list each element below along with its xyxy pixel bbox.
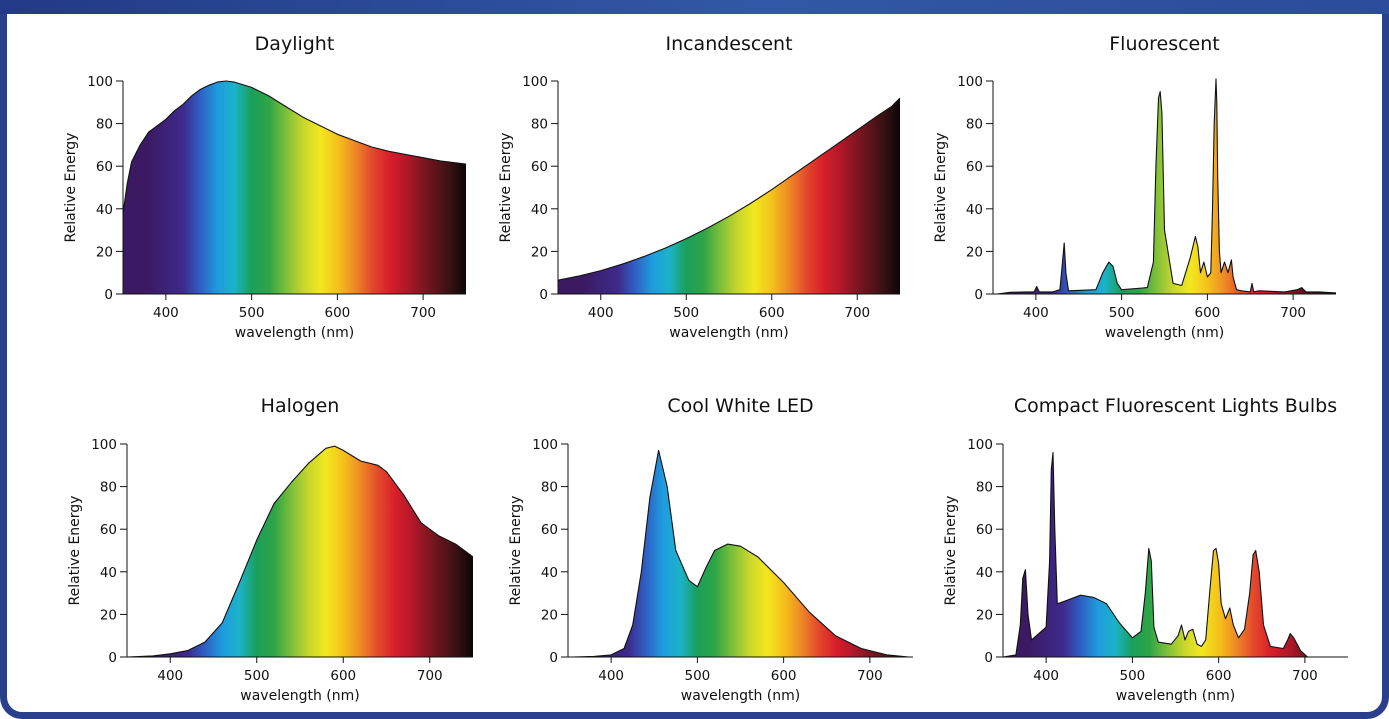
chart-title: Incandescent xyxy=(665,33,792,55)
chart-title: Halogen xyxy=(261,395,340,417)
y-tick-label: 20 xyxy=(976,607,993,623)
x-axis-label: wavelength (nm) xyxy=(240,688,359,704)
x-tick-label: 400 xyxy=(1023,305,1049,321)
y-tick-label: 100 xyxy=(967,437,993,453)
y-tick-label: 20 xyxy=(96,244,113,260)
y-tick-label: 20 xyxy=(966,244,983,260)
y-tick-label: 0 xyxy=(104,287,113,303)
spectrum-area xyxy=(558,98,900,294)
x-tick-label: 700 xyxy=(844,305,870,321)
y-tick-label: 100 xyxy=(532,437,558,453)
x-tick-label: 400 xyxy=(153,305,179,321)
x-tick-label: 400 xyxy=(598,668,624,684)
y-tick-label: 80 xyxy=(96,117,113,133)
y-axis-label: Relative Energy xyxy=(498,133,514,243)
x-tick-label: 600 xyxy=(1194,305,1220,321)
x-tick-label: 700 xyxy=(410,305,436,321)
y-tick-label: 60 xyxy=(100,522,117,538)
y-tick-label: 0 xyxy=(549,650,558,666)
series-line xyxy=(557,97,901,281)
series-line xyxy=(126,445,474,658)
x-tick-label: 600 xyxy=(771,668,797,684)
x-tick-label: 500 xyxy=(1109,305,1135,321)
y-tick-label: 60 xyxy=(531,159,548,175)
y-tick-label: 60 xyxy=(541,522,558,538)
x-tick-label: 500 xyxy=(1119,668,1145,684)
y-tick-label: 20 xyxy=(100,607,117,623)
x-tick-label: 400 xyxy=(588,305,614,321)
series-line xyxy=(997,78,1337,295)
top-banner xyxy=(0,0,1389,14)
series-line xyxy=(122,80,467,214)
y-tick-label: 60 xyxy=(966,159,983,175)
x-axis-label: wavelength (nm) xyxy=(669,325,788,341)
chart-panel-5: 0 20 40 60 80 100 400 500 600 700 Cool White LED wa… xyxy=(508,395,913,704)
x-axis-label: wavelength (nm) xyxy=(1116,688,1235,704)
y-tick-label: 40 xyxy=(541,565,558,581)
y-tick-label: 100 xyxy=(522,74,548,90)
y-tick-label: 40 xyxy=(100,565,117,581)
spectrum-area xyxy=(997,78,1336,295)
y-tick-label: 40 xyxy=(531,202,548,218)
y-tick-label: 100 xyxy=(957,74,983,90)
y-axis-label: Relative Energy xyxy=(508,496,524,606)
y-tick-label: 20 xyxy=(541,607,558,623)
spectrum-area xyxy=(572,450,909,657)
x-tick-label: 600 xyxy=(324,305,350,321)
y-tick-label: 0 xyxy=(108,650,117,666)
x-tick-label: 600 xyxy=(759,305,785,321)
spectrum-area xyxy=(1003,452,1308,657)
x-tick-label: 400 xyxy=(1033,668,1059,684)
x-tick-label: 700 xyxy=(417,668,443,684)
x-tick-label: 500 xyxy=(244,668,270,684)
y-axis-label: Relative Energy xyxy=(943,496,959,606)
chart-panel-3: 0 20 40 60 80 100 400 500 600 700 Fluorescent wavel… xyxy=(933,33,1337,341)
x-tick-label: 400 xyxy=(157,668,183,684)
x-tick-label: 600 xyxy=(330,668,356,684)
chart-title: Cool White LED xyxy=(667,395,813,417)
chart-title: Compact Fluorescent Lights Bulbs xyxy=(1014,395,1337,417)
y-tick-label: 80 xyxy=(100,480,117,496)
y-tick-label: 80 xyxy=(531,117,548,133)
chart-panel-6: 0 20 40 60 80 100 400 500 600 700 Compact Fluoresc… xyxy=(943,395,1348,704)
y-tick-label: 40 xyxy=(966,202,983,218)
x-tick-label: 500 xyxy=(673,305,699,321)
y-tick-label: 80 xyxy=(976,480,993,496)
y-tick-label: 0 xyxy=(984,650,993,666)
chart-panel-4: 0 20 40 60 80 100 400 500 600 700 Halogen wavelengt… xyxy=(67,395,474,704)
y-tick-label: 60 xyxy=(976,522,993,538)
x-tick-label: 700 xyxy=(1280,305,1306,321)
y-tick-label: 40 xyxy=(96,202,113,218)
y-tick-label: 0 xyxy=(974,287,983,303)
spectrum-area xyxy=(123,81,466,294)
x-axis-label: wavelength (nm) xyxy=(1105,325,1224,341)
x-tick-label: 700 xyxy=(1292,668,1318,684)
y-axis-label: Relative Energy xyxy=(67,496,83,606)
spectrum-area xyxy=(127,446,473,657)
chart-panel-2: 0 20 40 60 80 100 400 500 600 700 Incandescent wave… xyxy=(498,33,901,341)
y-tick-label: 20 xyxy=(531,244,548,260)
y-axis-label: Relative Energy xyxy=(933,133,949,243)
x-axis-label: wavelength (nm) xyxy=(235,325,354,341)
y-tick-label: 80 xyxy=(541,480,558,496)
y-axis-label: Relative Energy xyxy=(63,133,79,243)
x-tick-label: 500 xyxy=(684,668,710,684)
y-tick-label: 80 xyxy=(966,117,983,133)
x-axis-label: wavelength (nm) xyxy=(681,688,800,704)
chart-panel-1: 0 20 40 60 80 100 400 500 600 700 Daylight waveleng… xyxy=(63,33,467,341)
y-tick-label: 40 xyxy=(976,565,993,581)
chart-title: Daylight xyxy=(255,33,335,55)
y-tick-label: 60 xyxy=(96,159,113,175)
y-tick-label: 100 xyxy=(87,74,113,90)
y-tick-label: 0 xyxy=(539,287,548,303)
series-line xyxy=(572,449,909,658)
y-tick-label: 100 xyxy=(91,437,117,453)
series-line xyxy=(1002,451,1308,658)
chart-title: Fluorescent xyxy=(1109,33,1219,55)
x-tick-label: 700 xyxy=(857,668,883,684)
x-tick-label: 500 xyxy=(239,305,265,321)
x-tick-label: 600 xyxy=(1206,668,1232,684)
